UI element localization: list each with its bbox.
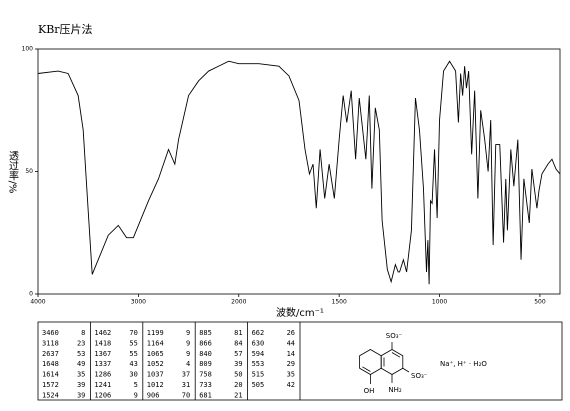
peak-wavenumber: 1462 — [94, 329, 111, 337]
group-label: SO₃⁻ — [411, 372, 428, 380]
peak-wavenumber: 1286 — [94, 371, 111, 379]
peak-transmittance: 30 — [129, 371, 137, 379]
peak-transmittance: 9 — [134, 391, 138, 399]
peak-wavenumber: 1206 — [94, 391, 111, 399]
peak-transmittance: 39 — [234, 360, 242, 368]
peak-transmittance: 49 — [77, 360, 85, 368]
peak-wavenumber: 1052 — [147, 360, 164, 368]
peak-wavenumber: 1065 — [147, 350, 164, 358]
peak-wavenumber: 1241 — [94, 381, 111, 389]
peak-transmittance: 55 — [129, 350, 137, 358]
peak-wavenumber: 1648 — [42, 360, 59, 368]
peak-wavenumber: 515 — [252, 371, 265, 379]
structure: SO₃⁻ SO₃⁻ NH₂ OH Na⁺, H⁺ · H₂O — [359, 332, 487, 395]
y-axis-label: 透过率/% — [7, 150, 19, 193]
spectrum-line — [37, 60, 561, 285]
peak-wavenumber: 885 — [199, 329, 212, 337]
peak-wavenumber: 681 — [199, 391, 212, 399]
group-label: NH₂ — [388, 386, 402, 394]
peak-transmittance: 84 — [234, 339, 242, 347]
peak-transmittance: 81 — [234, 329, 242, 337]
peak-wavenumber: 1037 — [147, 371, 164, 379]
peak-transmittance: 37 — [182, 371, 190, 379]
peak-transmittance: 31 — [182, 381, 190, 389]
peak-transmittance: 35 — [287, 371, 295, 379]
peak-transmittance: 53 — [77, 350, 85, 358]
peak-transmittance: 9 — [186, 350, 190, 358]
x-tick-label: 3000 — [131, 299, 146, 306]
peak-wavenumber: 2637 — [42, 350, 59, 358]
plot-frame — [37, 48, 561, 295]
peak-wavenumber: 1367 — [94, 350, 111, 358]
peak-transmittance: 23 — [77, 339, 85, 347]
peak-transmittance: 14 — [287, 350, 295, 358]
peak-wavenumber: 1418 — [94, 339, 111, 347]
peak-transmittance: 39 — [77, 391, 85, 399]
x-tick-label: 4000 — [30, 299, 45, 306]
bond — [402, 367, 410, 373]
peak-transmittance: 8 — [81, 329, 85, 337]
peak-wavenumber: 1012 — [147, 381, 164, 389]
peak-transmittance: 50 — [234, 371, 242, 379]
peak-wavenumber: 1337 — [94, 360, 111, 368]
double-bond — [362, 366, 371, 372]
peak-wavenumber: 1164 — [147, 339, 164, 347]
peak-wavenumber: 840 — [199, 350, 212, 358]
peak-transmittance: 42 — [287, 381, 295, 389]
x-tick-label: 500 — [534, 299, 546, 306]
peak-transmittance: 4 — [186, 360, 190, 368]
y-tick-label: 0 — [29, 291, 33, 298]
peak-wavenumber: 1572 — [42, 381, 59, 389]
peak-transmittance: 43 — [129, 360, 137, 368]
peak-transmittance: 70 — [129, 329, 137, 337]
peak-transmittance: 55 — [129, 339, 137, 347]
group-label: SO₃⁻ — [386, 332, 403, 340]
peak-transmittance: 9 — [186, 329, 190, 337]
x-axis-label: 波数/cm⁻¹ — [276, 306, 324, 319]
peak-wavenumber: 906 — [147, 391, 160, 399]
x-tick-label: 2000 — [231, 299, 246, 306]
peak-wavenumber: 594 — [252, 350, 265, 358]
group-label: OH — [364, 387, 375, 395]
peak-wavenumber: 505 — [252, 381, 265, 389]
peak-transmittance: 35 — [77, 371, 85, 379]
peak-wavenumber: 758 — [199, 371, 212, 379]
x-tick-label: 1000 — [432, 299, 447, 306]
peak-transmittance: 5 — [134, 381, 138, 389]
ring — [380, 349, 404, 375]
peak-transmittance: 26 — [287, 329, 295, 337]
peak-wavenumber: 809 — [199, 360, 212, 368]
double-bond — [391, 352, 401, 358]
y-tick-label: 100 — [22, 46, 34, 53]
peak-wavenumber: 1199 — [147, 329, 164, 337]
peak-transmittance: 21 — [234, 391, 242, 399]
peak-transmittance: 44 — [287, 339, 295, 347]
peak-wavenumber: 733 — [199, 381, 212, 389]
counter-ions: Na⁺, H⁺ · H₂O — [440, 360, 487, 368]
peak-wavenumber: 553 — [252, 360, 265, 368]
peak-wavenumber: 866 — [199, 339, 212, 347]
x-tick-label: 1500 — [332, 299, 347, 306]
peak-wavenumber: 662 — [252, 329, 265, 337]
peak-wavenumber: 1614 — [42, 371, 59, 379]
peak-transmittance: 20 — [234, 381, 242, 389]
chart-title: KBr压片法 — [38, 22, 93, 36]
peak-wavenumber: 630 — [252, 339, 265, 347]
peak-transmittance: 70 — [182, 391, 190, 399]
y-tick-label: 50 — [25, 168, 33, 175]
peak-wavenumber: 1524 — [42, 391, 59, 399]
peak-transmittance: 29 — [287, 360, 295, 368]
peak-wavenumber: 3118 — [42, 339, 59, 347]
peak-wavenumber: 3460 — [42, 329, 59, 337]
peak-transmittance: 39 — [77, 381, 85, 389]
peak-transmittance: 57 — [234, 350, 242, 358]
ring — [359, 349, 382, 375]
peak-transmittance: 9 — [186, 339, 190, 347]
